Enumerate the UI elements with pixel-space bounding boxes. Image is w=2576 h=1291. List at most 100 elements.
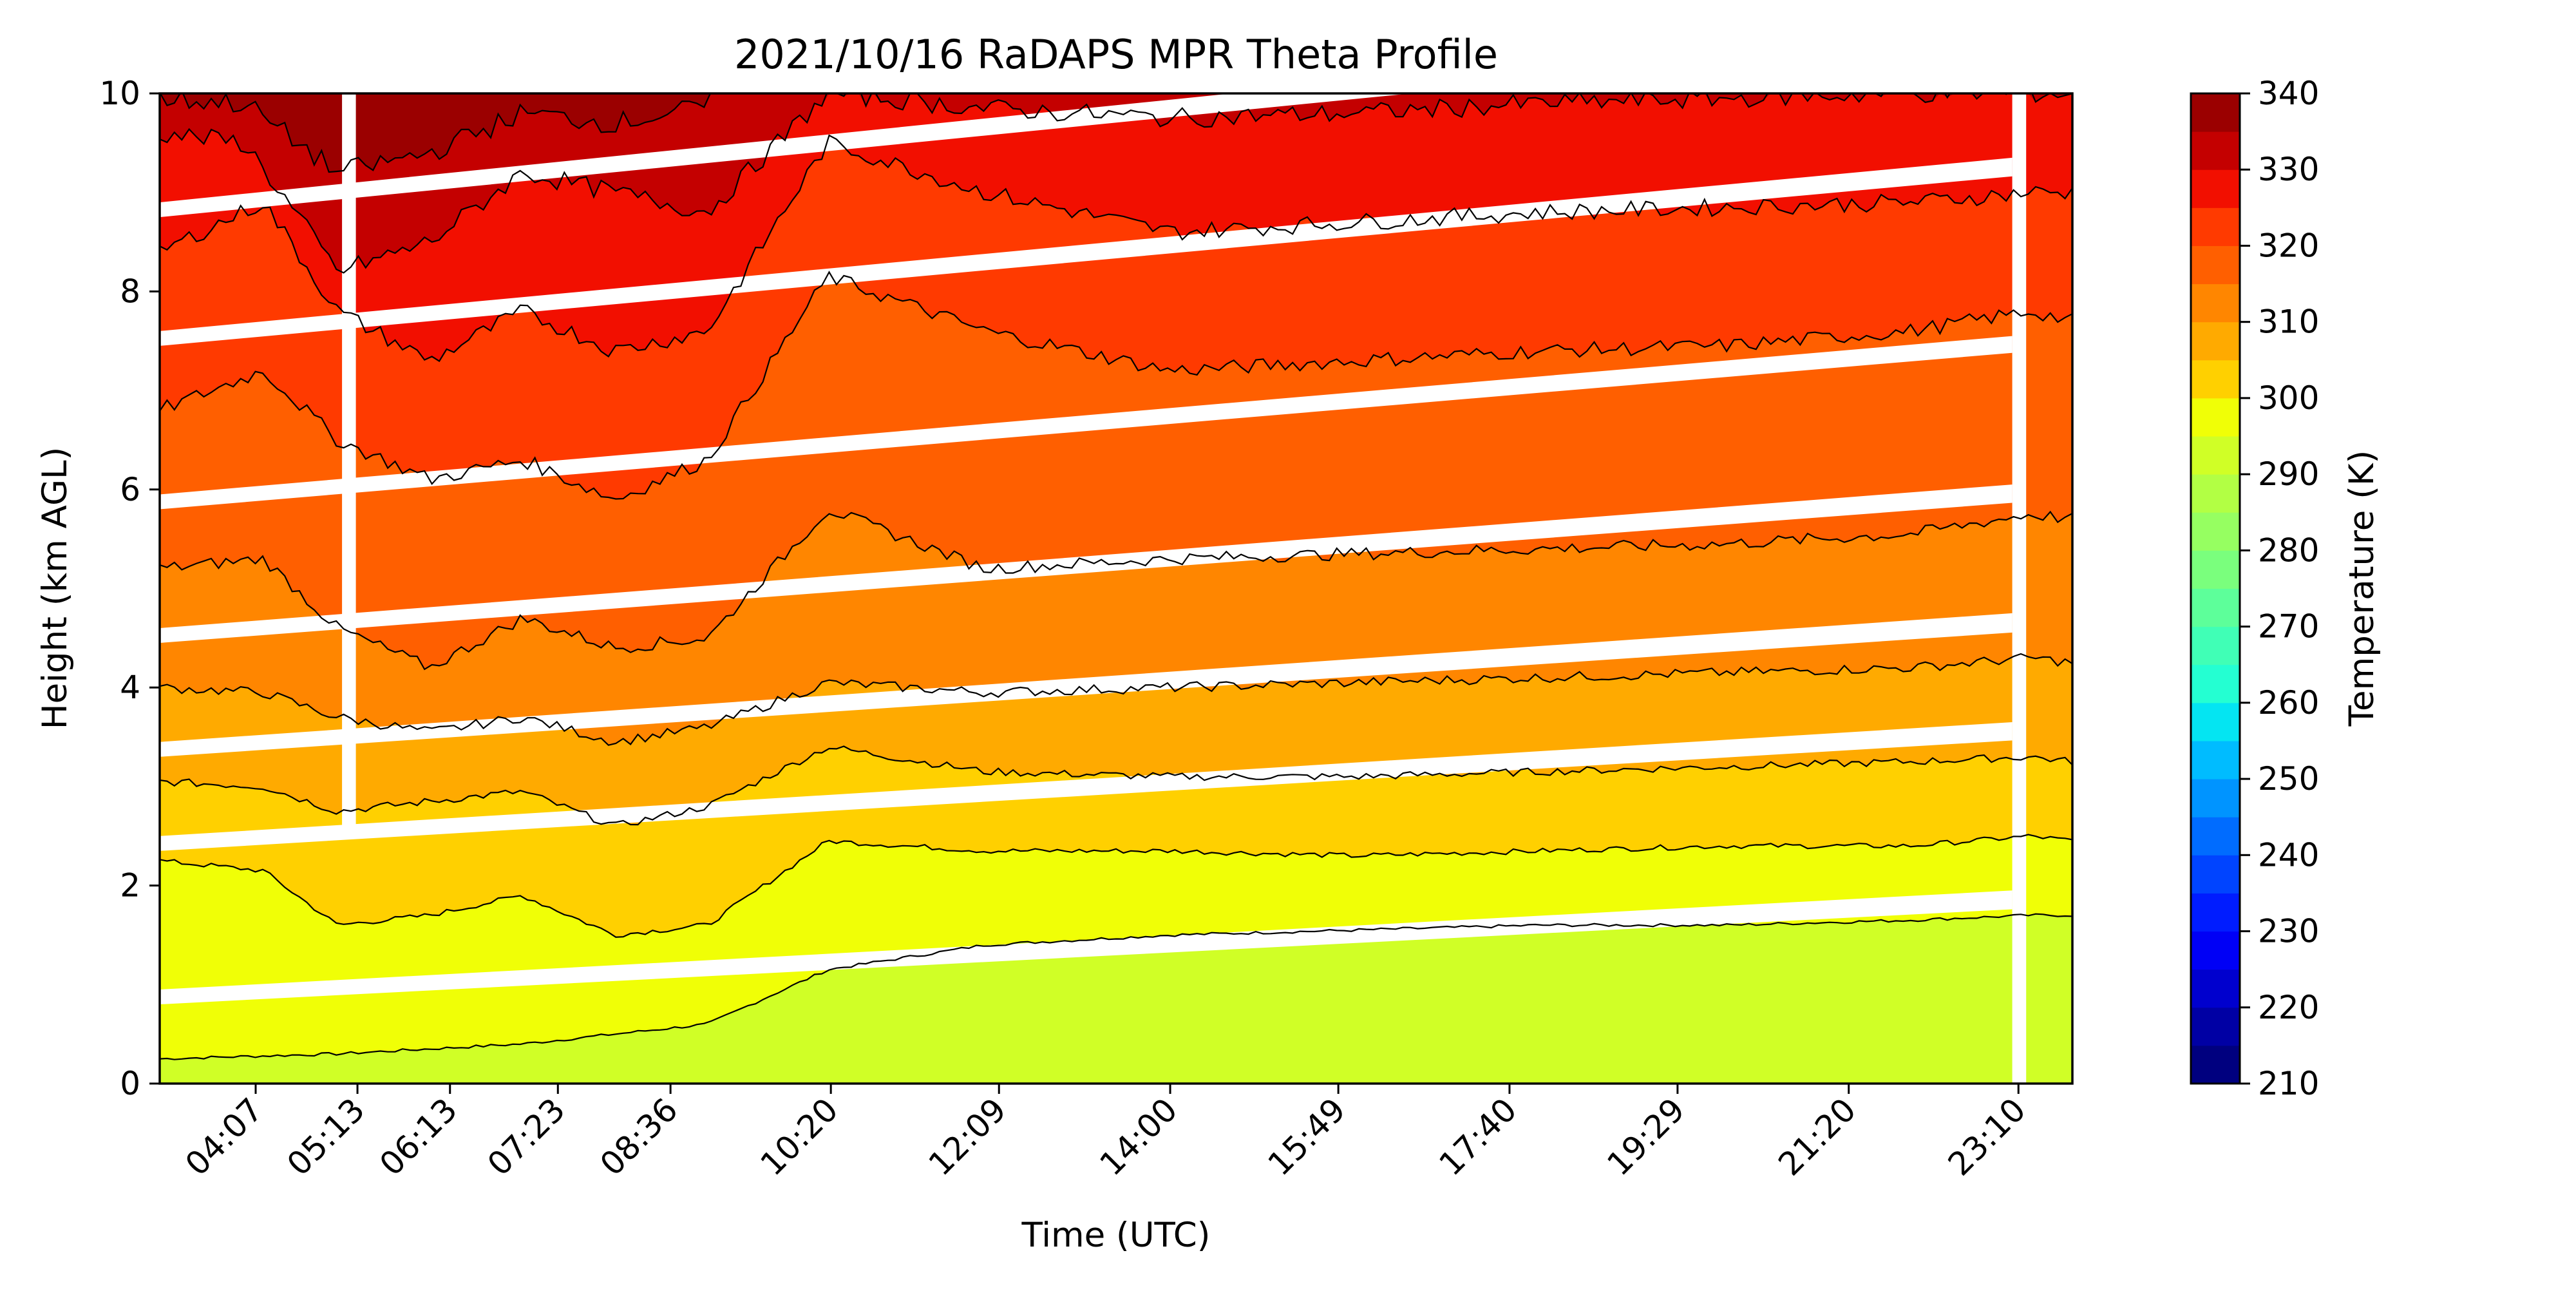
chart-title: 2021/10/16 RaDAPS MPR Theta Profile xyxy=(734,31,1498,78)
colorbar-swatch xyxy=(2191,321,2240,361)
colorbar-swatch xyxy=(2191,664,2240,703)
isentrope-contour-lines xyxy=(160,93,2072,1060)
isentrope-320 xyxy=(160,271,2072,500)
band-300 xyxy=(160,746,2072,937)
isentrope-310 xyxy=(160,653,2072,746)
band-335 xyxy=(160,93,2072,173)
gap-band-6 xyxy=(160,93,1412,218)
gap-band-0 xyxy=(160,890,2012,1004)
y-axis-label: Height (km AGL) xyxy=(35,447,75,730)
colorbar-swatch xyxy=(2191,512,2240,551)
gap-vertical-2310 xyxy=(2012,93,2027,1084)
isentrope-315 xyxy=(160,510,2072,671)
colorbar-swatch xyxy=(2191,359,2240,399)
x-tick-label: 23:10 xyxy=(1941,1091,2033,1183)
colorbar-swatch xyxy=(2191,169,2240,208)
gap-band-4 xyxy=(160,336,2012,510)
colorbar-swatch xyxy=(2191,283,2240,323)
colorbar-swatch xyxy=(2191,1045,2240,1084)
isentrope-300 xyxy=(160,834,2072,938)
colorbar-tick-label: 300 xyxy=(2258,379,2319,417)
y-tick-label: 0 xyxy=(120,1065,140,1102)
y-tick-label: 4 xyxy=(120,669,140,706)
x-tick-label: 12:09 xyxy=(922,1091,1014,1183)
x-tick-label: 05:13 xyxy=(280,1091,372,1183)
missing-data-gaps xyxy=(160,93,2027,1084)
band-305 xyxy=(160,654,2072,825)
x-axis-label: Time (UTC) xyxy=(1021,1216,1211,1255)
gap-band-1 xyxy=(160,722,2012,851)
plot-frame xyxy=(158,92,2074,1085)
colorbar-tick-label: 230 xyxy=(2258,913,2319,950)
colorbar-swatch xyxy=(2191,779,2240,818)
colorbar-label: Temperature (K) xyxy=(2342,450,2382,727)
x-tick-label: 14:00 xyxy=(1093,1091,1185,1183)
colorbar-tick-label: 270 xyxy=(2258,608,2319,646)
isentrope-305 xyxy=(160,745,2072,826)
y-tick-label: 6 xyxy=(120,471,140,508)
colorbar-swatch xyxy=(2191,969,2240,1008)
colorbar-ticks: 210 220 230 240 250 260 270 280 290 300 310 320 330 3… xyxy=(2240,75,2319,1102)
colorbar-swatch xyxy=(2191,207,2240,246)
colorbar-swatch xyxy=(2191,474,2240,513)
band-315 xyxy=(160,272,2072,669)
colorbar-swatch xyxy=(2191,893,2240,932)
colorbar-swatch xyxy=(2191,931,2240,970)
y-axis-ticks: 0 2 4 6 8 10 xyxy=(99,75,160,1102)
colorbar-swatch xyxy=(2191,702,2240,741)
x-tick-label: 17:40 xyxy=(1432,1091,1524,1183)
colorbar-tick-label: 340 xyxy=(2258,75,2319,112)
x-tick-label: 08:36 xyxy=(593,1091,685,1183)
band-below-295 xyxy=(160,913,2072,1084)
colorbar-swatch xyxy=(2191,93,2240,132)
x-tick-label: 10:20 xyxy=(753,1091,846,1183)
plot-area xyxy=(160,93,2072,1084)
colorbar-swatch xyxy=(2191,436,2240,475)
temperature-bands xyxy=(160,93,2072,1084)
colorbar-tick-label: 250 xyxy=(2258,760,2319,798)
x-tick-label: 15:49 xyxy=(1261,1091,1353,1183)
x-tick-label: 21:20 xyxy=(1771,1091,1863,1183)
gap-vertical-0513 xyxy=(342,93,356,827)
isentrope-335 xyxy=(160,93,712,173)
gap-band-5 xyxy=(160,157,2012,346)
x-axis-ticks: 04:07 05:13 06:13 07:23 08:36 10:20 12:09 14:00… xyxy=(178,1084,2033,1183)
band-320 xyxy=(160,135,2072,499)
colorbar-swatch xyxy=(2191,550,2240,589)
colorbar-tick-label: 320 xyxy=(2258,227,2319,264)
y-tick-label: 8 xyxy=(120,273,140,310)
x-tick-label: 06:13 xyxy=(372,1091,464,1183)
colorbar-tick-label: 240 xyxy=(2258,836,2319,874)
gap-band-2 xyxy=(160,613,2012,757)
colorbar-tick-label: 260 xyxy=(2258,684,2319,722)
gap-band-3 xyxy=(160,484,2012,643)
colorbar: 210 220 230 240 250 260 270 280 290 300 310 320 330 3… xyxy=(2190,75,2382,1102)
colorbar-swatch xyxy=(2191,1007,2240,1046)
isentrope-330 xyxy=(160,93,2072,274)
x-tick-label: 07:23 xyxy=(480,1091,573,1183)
colorbar-swatch xyxy=(2191,817,2240,856)
isentrope-295 xyxy=(160,913,2072,1060)
band-295 xyxy=(160,834,2072,1060)
x-tick-label: 19:29 xyxy=(1600,1091,1692,1183)
y-tick-label: 10 xyxy=(99,75,140,112)
colorbar-swatch xyxy=(2191,131,2240,170)
colorbar-swatch xyxy=(2191,245,2240,285)
colorbar-swatch xyxy=(2191,626,2240,665)
colorbar-tick-label: 280 xyxy=(2258,531,2319,569)
colorbar-swatch xyxy=(2191,588,2240,627)
colorbar-tick-label: 220 xyxy=(2258,989,2319,1026)
colorbar-tick-label: 210 xyxy=(2258,1065,2319,1102)
colorbar-swatch xyxy=(2191,855,2240,894)
colorbar-swatches xyxy=(2191,93,2240,1084)
colorbar-frame xyxy=(2190,92,2241,1085)
isentrope-325 xyxy=(160,134,2072,363)
colorbar-tick-label: 290 xyxy=(2258,455,2319,493)
band-310 xyxy=(160,512,2072,745)
colorbar-tick-label: 310 xyxy=(2258,303,2319,341)
x-tick-label: 04:07 xyxy=(178,1091,270,1183)
band-330 xyxy=(160,93,2072,273)
colorbar-tick-label: 330 xyxy=(2258,151,2319,188)
